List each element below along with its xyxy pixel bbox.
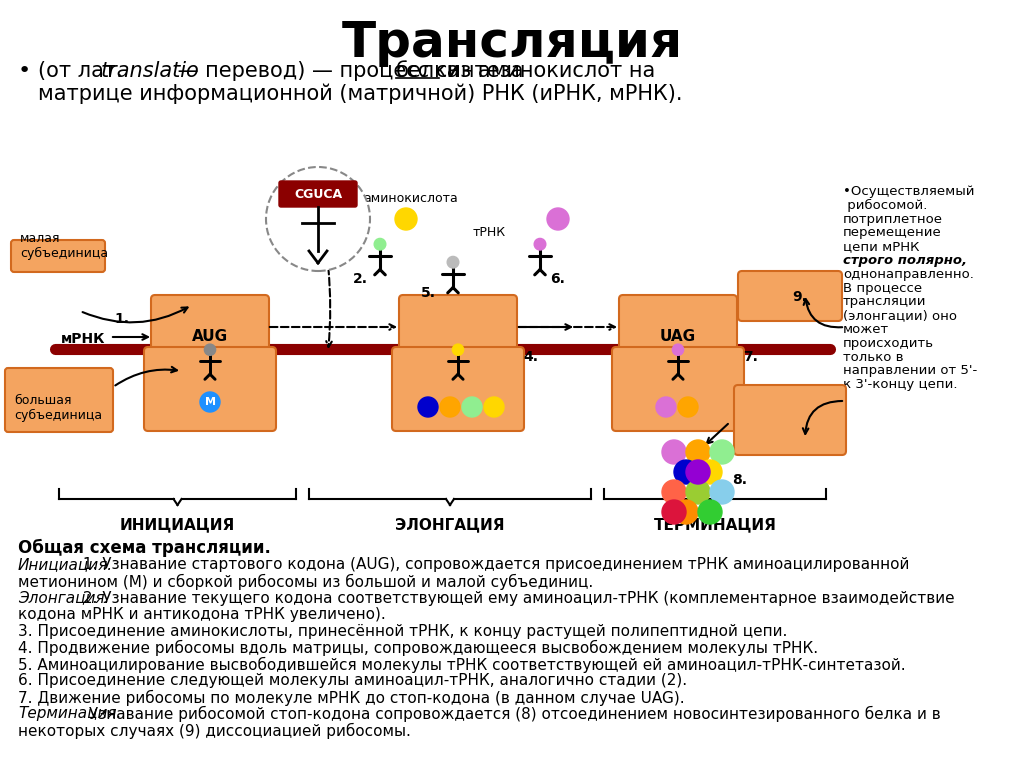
Text: строго полярно,: строго полярно, bbox=[843, 254, 967, 267]
Text: ИНИЦИАЦИЯ: ИНИЦИАЦИЯ bbox=[120, 517, 236, 532]
FancyBboxPatch shape bbox=[151, 295, 269, 351]
Text: translatio: translatio bbox=[101, 61, 200, 81]
Text: 8.: 8. bbox=[732, 473, 746, 487]
Text: рибосомой.: рибосомой. bbox=[843, 199, 928, 212]
FancyBboxPatch shape bbox=[11, 240, 105, 272]
Circle shape bbox=[374, 239, 386, 250]
Text: перемещение: перемещение bbox=[843, 226, 942, 239]
Text: только в: только в bbox=[843, 351, 903, 364]
Text: (от лат.: (от лат. bbox=[38, 61, 129, 81]
Text: AUG: AUG bbox=[191, 329, 228, 344]
Circle shape bbox=[547, 208, 569, 230]
FancyBboxPatch shape bbox=[738, 271, 842, 321]
Circle shape bbox=[656, 397, 676, 417]
Circle shape bbox=[535, 239, 546, 250]
Circle shape bbox=[662, 480, 686, 504]
FancyBboxPatch shape bbox=[144, 347, 276, 431]
Circle shape bbox=[395, 208, 417, 230]
Text: Терминация.: Терминация. bbox=[18, 706, 122, 721]
Text: потриплетное: потриплетное bbox=[843, 212, 943, 225]
Text: однонаправленно.: однонаправленно. bbox=[843, 268, 974, 281]
Circle shape bbox=[462, 397, 482, 417]
Circle shape bbox=[698, 500, 722, 524]
Text: аминокислота: аминокислота bbox=[362, 193, 458, 206]
Text: Общая схема трансляции.: Общая схема трансляции. bbox=[18, 539, 271, 557]
Text: 5. Аминоацилирование высвободившейся молекулы тРНК соответствующей ей аминоацил-: 5. Аминоацилирование высвободившейся мол… bbox=[18, 657, 905, 673]
Text: ЭЛОНГАЦИЯ: ЭЛОНГАЦИЯ bbox=[395, 517, 505, 532]
Text: 5.: 5. bbox=[421, 286, 436, 300]
Circle shape bbox=[698, 460, 722, 484]
Text: Инициация.: Инициация. bbox=[18, 558, 113, 572]
Circle shape bbox=[710, 440, 734, 464]
Circle shape bbox=[686, 480, 710, 504]
Text: CGUCA: CGUCA bbox=[294, 187, 342, 200]
Text: 9.: 9. bbox=[792, 290, 807, 304]
Circle shape bbox=[266, 167, 370, 271]
Text: Узнавание рибосомой стоп-кодона сопровождается (8) отсоединением новосинтезирова: Узнавание рибосомой стоп-кодона сопровож… bbox=[84, 706, 941, 723]
Text: ТЕРМИНАЦИЯ: ТЕРМИНАЦИЯ bbox=[653, 517, 776, 532]
Text: M: M bbox=[205, 397, 215, 407]
Circle shape bbox=[453, 344, 464, 355]
Text: происходить: происходить bbox=[843, 337, 934, 350]
Text: к 3'-концу цепи.: к 3'-концу цепи. bbox=[843, 378, 957, 391]
Circle shape bbox=[673, 344, 684, 355]
Text: направлении от 5'-: направлении от 5'- bbox=[843, 364, 977, 377]
Circle shape bbox=[662, 500, 686, 524]
Text: может: может bbox=[843, 323, 889, 336]
Text: (элонгации) оно: (элонгации) оно bbox=[843, 309, 957, 322]
Text: 2. Узнавание текущего кодона соответствующей ему аминоацил-тРНК (комплементарное: 2. Узнавание текущего кодона соответству… bbox=[78, 591, 954, 605]
Text: В процессе: В процессе bbox=[843, 281, 923, 295]
Circle shape bbox=[686, 460, 710, 484]
Circle shape bbox=[200, 392, 220, 412]
Text: 3. Присоединение аминокислоты, принесённой тРНК, к концу растущей полипептидной : 3. Присоединение аминокислоты, принесённ… bbox=[18, 624, 787, 638]
Circle shape bbox=[674, 460, 698, 484]
Text: некоторых случаях (9) диссоциацией рибосомы.: некоторых случаях (9) диссоциацией рибос… bbox=[18, 723, 411, 739]
Circle shape bbox=[440, 397, 460, 417]
FancyBboxPatch shape bbox=[5, 368, 113, 432]
FancyBboxPatch shape bbox=[399, 295, 517, 351]
Text: 4. Продвижение рибосомы вдоль матрицы, сопровождающееся высвобождением молекулы : 4. Продвижение рибосомы вдоль матрицы, с… bbox=[18, 640, 818, 656]
Text: трансляции: трансляции bbox=[843, 295, 927, 308]
Circle shape bbox=[678, 397, 698, 417]
Circle shape bbox=[710, 480, 734, 504]
Circle shape bbox=[205, 344, 216, 355]
Text: UAG: UAG bbox=[659, 329, 696, 344]
FancyBboxPatch shape bbox=[392, 347, 524, 431]
FancyBboxPatch shape bbox=[279, 181, 357, 207]
Text: 7. Движение рибосомы по молекуле мРНК до стоп-кодона (в данном случае UAG).: 7. Движение рибосомы по молекуле мРНК до… bbox=[18, 690, 685, 706]
Text: 6.: 6. bbox=[550, 272, 565, 286]
Text: цепи мРНК: цепи мРНК bbox=[843, 240, 920, 253]
Text: мРНК: мРНК bbox=[60, 332, 105, 346]
Circle shape bbox=[418, 397, 438, 417]
Text: из аминокислот на: из аминокислот на bbox=[440, 61, 655, 81]
Text: Элонгация.: Элонгация. bbox=[18, 591, 110, 605]
Circle shape bbox=[686, 440, 710, 464]
FancyBboxPatch shape bbox=[612, 347, 744, 431]
Text: малая
субъединица: малая субъединица bbox=[20, 232, 109, 260]
Text: 2.: 2. bbox=[353, 272, 368, 286]
Text: •: • bbox=[18, 61, 32, 81]
Text: 1. Узнавание стартового кодона (AUG), сопровождается присоединением тРНК аминоац: 1. Узнавание стартового кодона (AUG), со… bbox=[78, 558, 909, 572]
FancyBboxPatch shape bbox=[734, 385, 846, 455]
Text: кодона мРНК и антикодона тРНК увеличено).: кодона мРНК и антикодона тРНК увеличено)… bbox=[18, 607, 386, 622]
FancyBboxPatch shape bbox=[618, 295, 737, 351]
Circle shape bbox=[662, 440, 686, 464]
Text: 1.: 1. bbox=[114, 312, 129, 326]
Text: тРНК: тРНК bbox=[473, 226, 506, 239]
Text: •Осуществляемый: •Осуществляемый bbox=[843, 185, 975, 198]
Circle shape bbox=[484, 397, 504, 417]
Text: матрице информационной (матричной) РНК (иРНК, мРНК).: матрице информационной (матричной) РНК (… bbox=[38, 84, 683, 104]
Text: большая
субъединица: большая субъединица bbox=[14, 394, 102, 422]
Circle shape bbox=[447, 256, 459, 268]
Text: белка: белка bbox=[396, 61, 461, 81]
Text: — перевод) — процесс синтеза: — перевод) — процесс синтеза bbox=[171, 61, 530, 81]
Text: 4.: 4. bbox=[523, 350, 538, 364]
Text: метионином (M) и сборкой рибосомы из большой и малой субъединиц.: метионином (M) и сборкой рибосомы из бол… bbox=[18, 574, 593, 590]
Text: 6. Присоединение следующей молекулы аминоацил-тРНК, аналогично стадии (2).: 6. Присоединение следующей молекулы амин… bbox=[18, 673, 687, 688]
Text: 7.: 7. bbox=[743, 350, 758, 364]
Circle shape bbox=[674, 500, 698, 524]
Text: Трансляция: Трансляция bbox=[341, 19, 683, 67]
